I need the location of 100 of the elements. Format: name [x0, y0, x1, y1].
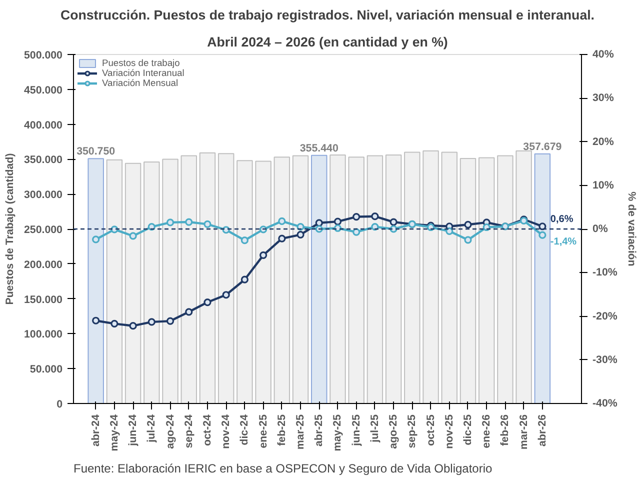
y2-tick-label: -30% [592, 354, 618, 366]
point [204, 298, 212, 306]
point [185, 308, 193, 316]
bar [124, 162, 142, 404]
bar [366, 155, 384, 404]
x-tick-label: ene-25 [257, 414, 270, 448]
x-tick-label: oct-25 [424, 414, 437, 446]
point [166, 317, 174, 325]
chart-subtitle: Abril 2024 – 2026 (en cantidad y en %) [207, 34, 448, 50]
point [204, 220, 212, 228]
point [222, 291, 230, 299]
y2-tick-label: -10% [592, 266, 618, 279]
y2-tick-label: 0% [592, 223, 608, 235]
y2-axis-title: % de variación [625, 192, 638, 266]
x-tick-label: oct-24 [201, 414, 214, 446]
x-tick-label: jul-24 [146, 414, 158, 444]
point [240, 236, 248, 244]
point [260, 251, 268, 259]
x-tick-label: ago-24 [164, 414, 176, 449]
x-tick-label: feb-25 [276, 414, 288, 446]
source-note: Fuente: Elaboración IERIC en base a OSPECON y Seguro de Vida Obligatorio [74, 462, 492, 476]
legend-label: Variación Mensual [102, 78, 178, 88]
bar [460, 158, 476, 404]
point [92, 316, 100, 324]
x-tick-label: dic-24 [238, 414, 251, 446]
point [222, 226, 230, 234]
x-tick-label: ago-25 [388, 414, 400, 449]
bar [162, 158, 178, 404]
point [464, 220, 472, 228]
x-tick-label: abr-26 [536, 414, 548, 446]
data-label: 357.679 [523, 140, 562, 153]
point [352, 228, 360, 236]
bar [180, 155, 197, 404]
data-label: 350.750 [76, 146, 116, 158]
point [482, 223, 490, 232]
bar [310, 154, 328, 404]
y-tick-label: 200.000 [24, 258, 63, 271]
x-tick-label: may-25 [332, 414, 344, 452]
y-tick-label: 500.000 [24, 50, 63, 62]
bar [274, 156, 290, 404]
point [538, 231, 546, 239]
y2-tick-label: 10% [592, 179, 614, 192]
x-tick-label: jun-25 [350, 414, 362, 447]
point [278, 234, 286, 242]
y-tick-label: 400.000 [24, 119, 63, 132]
data-label: 355.440 [300, 142, 338, 154]
point [166, 218, 174, 226]
bar [348, 156, 364, 404]
x-tick-label: nov-25 [443, 414, 456, 449]
y2-tick-label: 20% [592, 136, 614, 148]
bar [385, 154, 402, 404]
y2-tick-label: -40% [592, 398, 618, 410]
point [240, 276, 248, 284]
point [92, 236, 100, 244]
y-tick-label: 300.000 [24, 189, 63, 202]
data-label: 0,6% [550, 214, 574, 225]
point [538, 222, 546, 230]
bar [199, 152, 216, 404]
x-tick-label: dic-25 [462, 414, 474, 446]
point [464, 236, 472, 244]
point [129, 322, 137, 330]
point [334, 218, 342, 226]
point [352, 212, 360, 221]
bar [404, 152, 420, 404]
x-tick-label: feb-26 [499, 414, 512, 446]
x-tick-label: nov-24 [220, 414, 232, 449]
x-tick-label: abr-25 [313, 414, 326, 446]
bar [144, 161, 160, 404]
y2-tick-label: 30% [592, 92, 614, 104]
y2-tick-label: -20% [592, 310, 618, 322]
chart-title: Construcción. Puestos de trabajo registrados. Nivel, variación mensual e interanual. [60, 8, 595, 22]
bar [255, 160, 272, 404]
y-tick-label: 0 [56, 398, 63, 410]
bar [236, 160, 253, 404]
bar [218, 153, 234, 404]
x-tick-label: abr-24 [90, 414, 102, 446]
y-tick-label: 100.000 [24, 328, 63, 341]
bar [516, 150, 532, 404]
bar [88, 158, 104, 404]
bar [441, 152, 458, 404]
point [446, 227, 454, 235]
x-tick-label: jul-25 [368, 414, 381, 444]
y-tick-label: 350.000 [24, 154, 63, 166]
y-tick-label: 250.000 [24, 224, 63, 236]
x-tick-label: mar-26 [518, 414, 530, 450]
bar [422, 150, 439, 404]
data-label: -1,4% [550, 236, 577, 248]
x-tick-label: sep-24 [182, 414, 195, 448]
x-tick-label: may-24 [108, 414, 120, 452]
point [129, 232, 137, 240]
point [371, 223, 379, 231]
x-tick-label: ene-26 [480, 414, 493, 448]
y2-tick-label: 40% [592, 48, 614, 60]
y-tick-label: 50.000 [30, 364, 63, 376]
bar [292, 155, 309, 404]
bar [478, 157, 495, 404]
bar [497, 155, 514, 404]
point [390, 218, 398, 226]
bar [106, 159, 123, 404]
bar [534, 153, 551, 404]
